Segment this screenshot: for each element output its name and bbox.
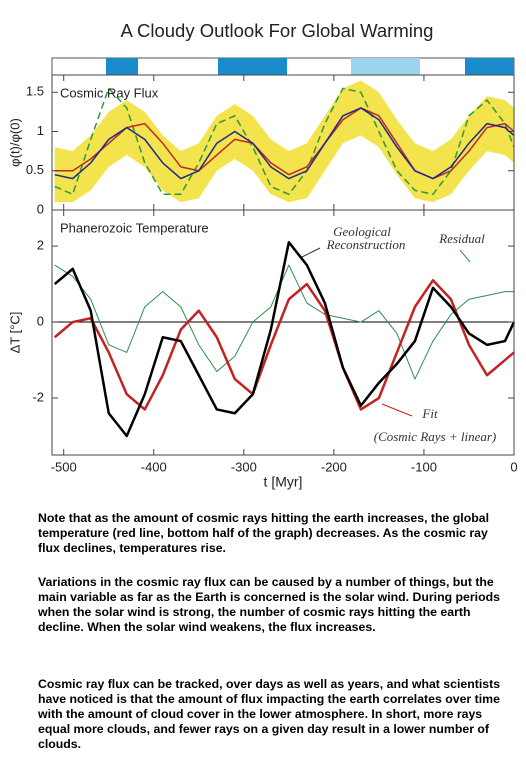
annotation: (Cosmic Rays + linear) [374, 429, 497, 444]
paragraph: Note that as the amount of cosmic rays h… [38, 511, 489, 555]
paragraph: Variations in the cosmic ray flux can be… [38, 575, 500, 634]
plot-frame [51, 209, 515, 456]
y-axis-label: φ(t)/φ(0) [7, 118, 22, 167]
y-tick-label: 1.5 [26, 84, 44, 99]
annotation-pointer [381, 403, 413, 417]
y-tick-label: -2 [32, 389, 44, 404]
paragraph: Cosmic ray flux can be tracked, over day… [38, 677, 501, 751]
period-block [351, 58, 420, 75]
panel-title: Cosmic Ray Flux [60, 85, 159, 100]
annotation: Fit [421, 406, 438, 421]
x-tick-label: -300 [231, 459, 257, 474]
flux-band [54, 80, 515, 203]
page-title: A Cloudy Outlook For Global Warming [121, 20, 434, 41]
x-axis-label: t [Myr] [264, 474, 303, 490]
x-tick-label: 0 [510, 459, 517, 474]
series-line [54, 264, 514, 380]
panel-title: Phanerozoic Temperature [60, 220, 209, 235]
x-tick-label: -200 [321, 459, 347, 474]
period-block [106, 58, 138, 75]
y-axis-label: ΔT [°C] [7, 312, 22, 354]
x-tick-label: -400 [141, 459, 167, 474]
y-tick-label: 0.5 [26, 162, 44, 177]
y-tick-label: 2 [37, 238, 44, 253]
annotation-pointer [299, 247, 321, 259]
annotation: Geological [333, 224, 391, 239]
figure: A Cloudy Outlook For Global Warming 0 0.5… [7, 20, 517, 490]
series-line [54, 107, 515, 180]
y-tick-label: 1 [37, 123, 44, 138]
annotation-pointer [459, 249, 471, 263]
y-tick-label: 0 [37, 313, 44, 328]
x-tick-label: -100 [411, 459, 437, 474]
x-tick-label: -500 [51, 459, 77, 474]
period-block [465, 58, 514, 75]
series-line [53, 241, 516, 438]
series-line [54, 107, 515, 180]
y-tick-label: 0 [37, 201, 44, 216]
period-block [218, 58, 287, 75]
annotation: Residual [438, 231, 485, 246]
annotation: Reconstruction [326, 237, 406, 252]
series-line [53, 279, 515, 411]
